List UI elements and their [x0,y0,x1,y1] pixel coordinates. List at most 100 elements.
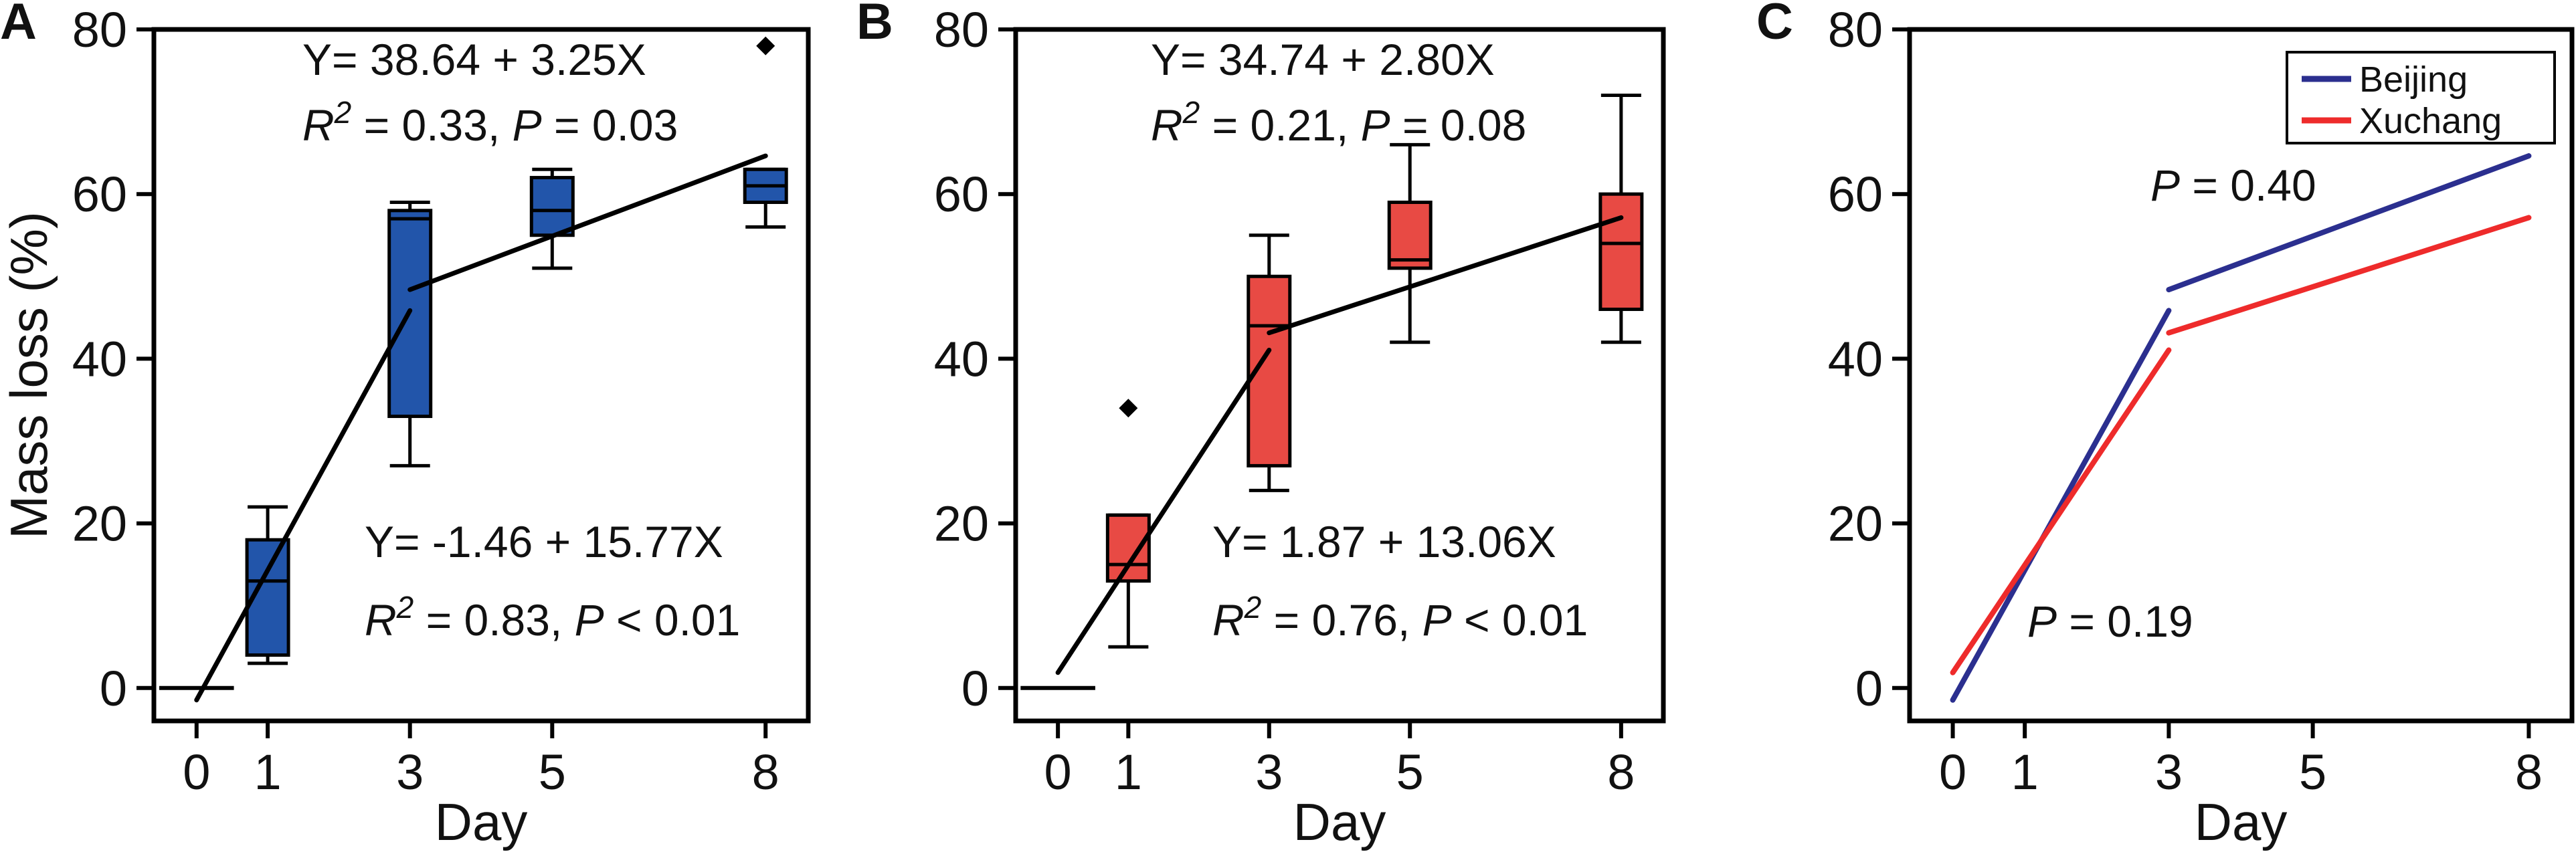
panel-c-y-tick-label: 40 [1828,331,1883,387]
b-upper-stat-segment: R [1151,100,1183,150]
panel-a-letter: A [0,0,37,50]
b-lower-stat-segment: < 0.01 [1452,595,1588,645]
panel-c-y-tick-label: 80 [1828,2,1883,58]
panel-b-x-tick-label: 0 [1044,744,1072,800]
panel-b-fit-line-1 [1055,347,1272,675]
panel-c-y-tick-label: 20 [1828,496,1883,552]
panel-a-outlier-marker [756,36,775,56]
panel-b-y-tick-label: 80 [934,2,989,58]
panel-b-y-tick-label: 20 [934,496,989,552]
c-upper-p-annotation: P = 0.40 [2150,161,2316,210]
panel-a-frame [151,27,811,724]
panel-c-legend-box [2286,51,2556,144]
a-upper-stat-segment: 2 [334,95,352,130]
c-upper-p-segment: P [2150,161,2180,210]
panel-b-outlier-marker [1119,399,1138,418]
b-lower-stat-segment: P [1422,595,1452,645]
panel-a-y-axis-title: Mass loss (%) [0,211,58,539]
panel-a-y-tick-label: 80 [72,2,127,58]
b-upper-stat-annotation: R2 = 0.21, P = 0.08 [1151,95,1526,150]
b-upper-eq-segment: Y= 34.74 + 2.80X [1151,35,1495,84]
c-lower-p-segment: P [2027,597,2057,646]
panel-b-box-iqr [1105,513,1151,583]
panel-a-x-tick-label: 3 [396,744,424,800]
a-lower-stat-segment: = 0.83, [413,595,574,645]
panel-a-box-day-1 [245,505,290,665]
panel-c-letter: C [1756,0,1793,50]
panel-b-fit-line-2 [1267,215,1624,336]
panel-c-series-beijing-segment-2 [2166,153,2532,293]
panel-b-x-axis-title: Day [1293,792,1386,851]
panel-a-x-tick-label: 0 [183,744,210,800]
c-upper-p-segment: = 0.40 [2180,161,2316,210]
panel-b-x-tick-label: 3 [1255,744,1283,800]
panel-b-y-tick-label: 0 [961,661,989,716]
panel-c-legend-label-xuchang: Xuchang [2359,101,2502,141]
panel-b-x-tick-label: 8 [1607,744,1635,800]
panel-c-series-xuchang-segment-1 [1950,347,2172,675]
panel-c-x-axis-title: Day [2195,792,2288,851]
a-lower-stat-segment: 2 [396,590,414,625]
panel-a-y-tick-label: 40 [72,331,127,387]
b-lower-stat-segment: 2 [1244,590,1262,625]
panel-c-x-tick-label: 0 [1939,744,1966,800]
panel-b-box-day-1 [1105,399,1151,649]
c-lower-p-annotation: P = 0.19 [2027,597,2193,646]
panel-c-frame [1907,27,2575,724]
b-upper-eq-annotation: Y= 34.74 + 2.80X [1151,35,1495,84]
panel-c-y-tick-label: 0 [1855,661,1883,716]
panel-a-y-tick-label: 20 [72,496,127,552]
panel-b-letter: B [856,0,893,50]
panel-a-y-tick-label: 0 [100,661,127,716]
b-upper-stat-segment: P [1361,100,1390,150]
a-upper-stat-annotation: R2 = 0.33, P = 0.03 [302,95,678,150]
a-lower-eq-segment: Y= -1.46 + 15.77X [365,517,723,566]
panel-b-box-iqr [1598,192,1644,312]
panel-b-x-tick-label: 1 [1115,744,1142,800]
panel-a-fit-line-1 [194,308,413,703]
a-upper-eq-annotation: Y= 38.64 + 3.25X [302,35,646,84]
a-upper-stat-segment: P [513,100,542,150]
panel-a-x-axis-title: Day [435,792,528,851]
panel-c-x-tick-label: 1 [2011,744,2039,800]
b-lower-stat-annotation: R2 = 0.76, P < 0.01 [1212,590,1588,645]
panel-b-y-tick-label: 40 [934,331,989,387]
panel-b-box-iqr [1387,201,1433,270]
a-upper-stat-segment: = 0.03 [542,100,678,150]
panel-b-x-tick-label: 5 [1396,744,1424,800]
a-lower-eq-annotation: Y= -1.46 + 15.77X [365,517,723,566]
a-upper-stat-segment: = 0.33, [351,100,512,150]
panel-b-box-day-3 [1247,233,1292,492]
panel-c-x-tick-label: 5 [2299,744,2326,800]
panel-c-y-tick-label: 60 [1828,167,1883,222]
panel-a-box-day-8 [743,36,788,229]
panel-c-series-beijing-segment-1 [1950,308,2172,703]
panel-a-x-tick-label: 5 [539,744,566,800]
a-lower-stat-segment: < 0.01 [604,595,741,645]
panel-c-series-xuchang-segment-2 [2166,215,2532,336]
panel-c-x-tick-label: 3 [2155,744,2183,800]
panel-a-x-tick-label: 8 [752,744,779,800]
panel-a-fit-line-2 [407,153,768,292]
panel-a-box-iqr [529,176,575,237]
a-lower-stat-segment: R [365,595,397,645]
b-upper-stat-segment: 2 [1182,95,1200,130]
panel-b-box-day-5 [1387,142,1433,344]
c-lower-p-segment: = 0.19 [2057,597,2193,646]
b-upper-stat-segment: = 0.08 [1390,100,1527,150]
panel-b-box-day-8 [1598,93,1644,344]
panel-a-box-day-5 [529,167,575,270]
panel-a-y-tick-label: 60 [72,167,127,222]
b-lower-eq-annotation: Y= 1.87 + 13.06X [1212,517,1556,566]
b-lower-eq-segment: Y= 1.87 + 13.06X [1212,517,1556,566]
a-upper-eq-segment: Y= 38.64 + 3.25X [302,35,646,84]
panel-a-x-tick-label: 1 [254,744,282,800]
b-lower-stat-segment: = 0.76, [1261,595,1422,645]
panel-c-legend-label-beijing: Beijing [2359,60,2468,100]
panel-b-y-tick-label: 60 [934,167,989,222]
